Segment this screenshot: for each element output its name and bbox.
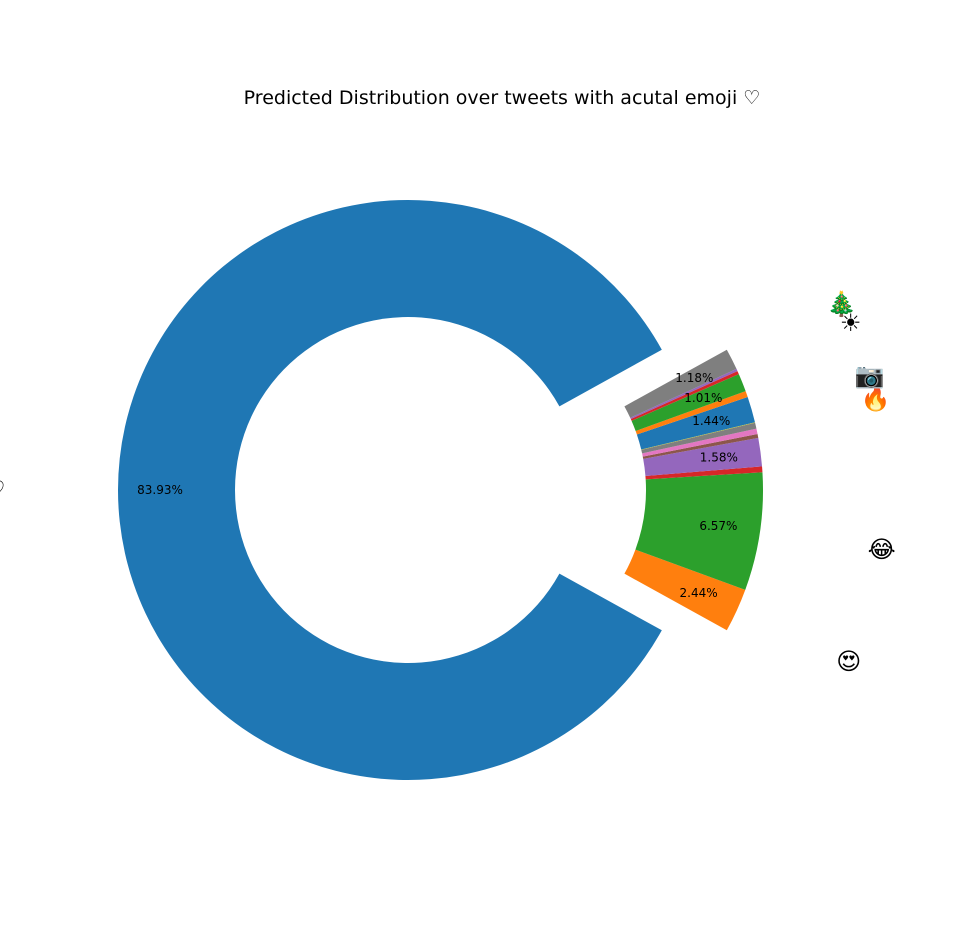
slice-emoji-label-2: 😂 [868,536,896,564]
pie-slice-3 [645,466,763,480]
chart-title: Predicted Distribution over tweets with … [244,87,761,109]
pie-slice-7 [641,422,757,454]
slice-emoji-label-14: 🎄 [827,290,857,318]
slice-percent-label-14: 1.18% [675,371,713,385]
percent-labels-group: 83.93% 2.44% 6.57% 1.58% 1.44% 1.01% 1.18% [137,371,738,600]
slice-percent-label-4: 1.58% [700,451,738,465]
slice-percent-label-0: 83.93% [137,483,183,497]
pie-slice-12 [630,371,739,421]
pie-slice-8 [641,422,756,450]
pie-slice-13 [630,368,738,420]
slice-percent-label-11: 1.01% [684,391,722,405]
pie-slice-4 [643,437,763,476]
slices-group [118,200,763,780]
slice-emoji-label-0: ♡ [0,476,6,504]
slice-emoji-label-1: 😍 [836,647,861,675]
pie-slice-2 [635,472,763,590]
slice-percent-label-9: 1.44% [692,414,730,428]
emoji-labels-group: ♡ 😍 😂 🔥📷 ☀🎄 [0,290,896,676]
pie-slice-6 [642,428,758,457]
pie-slice-0 [118,200,662,780]
slice-emoji-label-7: 🔥 [861,384,891,412]
pie-slice-10 [635,391,748,435]
pie-slice-1 [624,549,746,631]
slice-emoji-label-9: 📷 [855,361,885,389]
pie-slice-5 [642,433,759,459]
slice-emoji-label-12: ☀ [840,309,862,337]
slice-percent-label-2: 6.57% [699,519,737,533]
pie-slice-9 [636,397,755,450]
slice-percent-label-1: 2.44% [680,586,718,600]
pie-slice-11 [631,374,746,432]
pie-slice-14 [624,349,737,418]
